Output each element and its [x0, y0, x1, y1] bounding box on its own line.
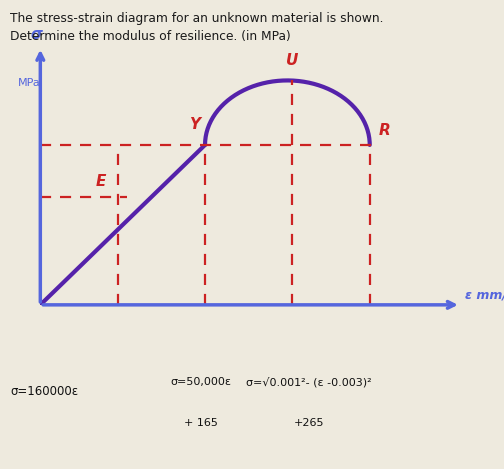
- Text: σ=√0.001²- (ε -0.003)²: σ=√0.001²- (ε -0.003)²: [246, 377, 372, 387]
- Text: + 165: + 165: [184, 418, 218, 428]
- Text: E: E: [96, 174, 106, 189]
- Text: MPa: MPa: [18, 78, 41, 88]
- Text: σ=50,000ε: σ=50,000ε: [170, 377, 231, 387]
- Text: σ: σ: [30, 27, 42, 42]
- Text: +265: +265: [294, 418, 324, 428]
- Text: Y: Y: [188, 117, 200, 132]
- Text: Determine the modulus of resilience. (in MPa): Determine the modulus of resilience. (in…: [10, 30, 291, 44]
- Text: ε mm/mm: ε mm/mm: [465, 288, 504, 301]
- Text: R: R: [379, 122, 391, 137]
- Text: U: U: [286, 53, 298, 68]
- Text: σ=160000ε: σ=160000ε: [10, 385, 78, 398]
- Text: The stress-strain diagram for an unknown material is shown.: The stress-strain diagram for an unknown…: [10, 12, 384, 25]
